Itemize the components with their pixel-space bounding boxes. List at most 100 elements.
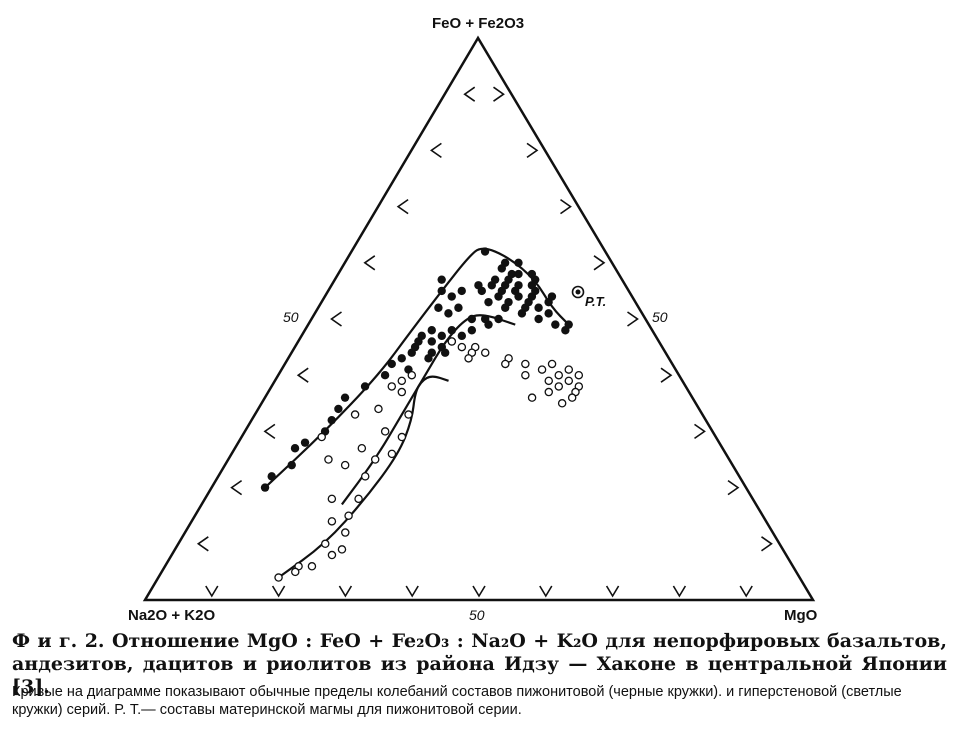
tick-chevron [593, 255, 606, 271]
open-point [290, 567, 300, 577]
filled-point [467, 314, 477, 324]
filled-point [434, 303, 443, 312]
figure-caption-title: Ф и г. 2. Отношение MgO : FeO + Fe₂O₃ : … [12, 630, 947, 698]
tick-label-left: 50 [283, 309, 299, 325]
tick-chevron [296, 367, 309, 383]
open-point [567, 393, 577, 402]
open-point [327, 494, 337, 504]
pigeonite-lower-curve [341, 314, 516, 506]
open-point [350, 410, 360, 419]
open-point [464, 354, 473, 363]
filled-point [514, 292, 523, 301]
open-point [317, 432, 326, 442]
filled-point [480, 247, 490, 256]
tick-chevron [660, 367, 673, 383]
filled-point [527, 269, 537, 279]
filled-point [427, 326, 436, 335]
open-point [397, 387, 407, 397]
open-point [501, 359, 510, 369]
filled-point [501, 303, 510, 312]
tick-chevron [605, 585, 620, 598]
open-point [387, 449, 397, 459]
open-point [337, 545, 347, 554]
filled-point [564, 320, 573, 329]
tick-chevron [739, 585, 753, 598]
tick-label-bottom: 50 [469, 607, 485, 623]
tick-chevron [761, 536, 773, 552]
open-point [574, 370, 584, 380]
open-point [480, 348, 490, 357]
open-point [324, 455, 333, 464]
filled-point [527, 281, 537, 290]
open-point [321, 539, 330, 549]
tick-chevron [539, 585, 553, 598]
ternary-diagram: FeO + Fe2O3 Na2O + K2O MgO 50 50 50 P.T. [128, 15, 818, 624]
filled-point [360, 382, 370, 391]
open-point [554, 382, 564, 391]
tick-chevron [396, 198, 409, 215]
filled-point [440, 348, 450, 357]
tick-chevron [271, 585, 286, 598]
filled-point [517, 309, 527, 318]
tick-chevron [338, 585, 353, 598]
open-point [380, 427, 390, 436]
open-point [564, 376, 574, 386]
filled-point [480, 314, 490, 324]
open-point [527, 393, 537, 402]
filled-point [497, 286, 507, 296]
open-point [544, 376, 554, 386]
filled-point [447, 292, 456, 301]
filled-point [444, 309, 453, 318]
filled-point [534, 314, 543, 324]
tick-chevron [405, 585, 419, 598]
tick-chevron [493, 86, 505, 102]
tick-chevron [526, 142, 539, 159]
filled-point [457, 331, 467, 341]
filled-point [457, 286, 466, 296]
open-point [370, 455, 380, 464]
open-point [404, 410, 413, 419]
pt-marker-center [575, 289, 581, 295]
filled-point [267, 472, 276, 481]
filled-point [544, 309, 553, 318]
filled-point [547, 292, 557, 301]
filled-point [494, 314, 503, 324]
data-points [260, 247, 585, 582]
open-point [357, 444, 367, 453]
apex-label-left: Na2O + K2O [128, 607, 215, 624]
tick-chevron [627, 311, 639, 327]
filled-point [551, 320, 560, 329]
open-point [554, 370, 564, 380]
open-point [457, 342, 467, 352]
tick-chevron [472, 585, 486, 598]
tick-chevron [430, 142, 442, 159]
filled-point [287, 460, 296, 470]
filled-point [534, 303, 543, 312]
tick-label-right: 50 [652, 309, 668, 325]
filled-point [437, 286, 446, 296]
open-point [327, 517, 337, 526]
open-point [344, 511, 353, 520]
filled-point [514, 269, 523, 279]
filled-point [454, 303, 463, 312]
filled-point [300, 438, 310, 447]
boundary-curves [264, 247, 570, 579]
apex-label-right: MgO [784, 607, 818, 624]
open-point [521, 370, 530, 380]
filled-point [334, 404, 343, 414]
filled-point [397, 354, 406, 363]
filled-point [437, 331, 446, 341]
filled-point [524, 297, 533, 307]
open-point [274, 573, 283, 582]
open-point [407, 370, 417, 380]
tick-chevron [196, 536, 209, 552]
filled-point [260, 483, 270, 492]
filled-point [474, 281, 483, 290]
open-point [521, 359, 530, 369]
filled-point [437, 275, 446, 284]
filled-point [340, 393, 350, 402]
figure-caption-note: Кривые на диаграмме показывают обычные п… [12, 684, 902, 718]
open-point [374, 404, 383, 414]
tick-chevron [330, 311, 342, 327]
filled-point [514, 258, 523, 267]
